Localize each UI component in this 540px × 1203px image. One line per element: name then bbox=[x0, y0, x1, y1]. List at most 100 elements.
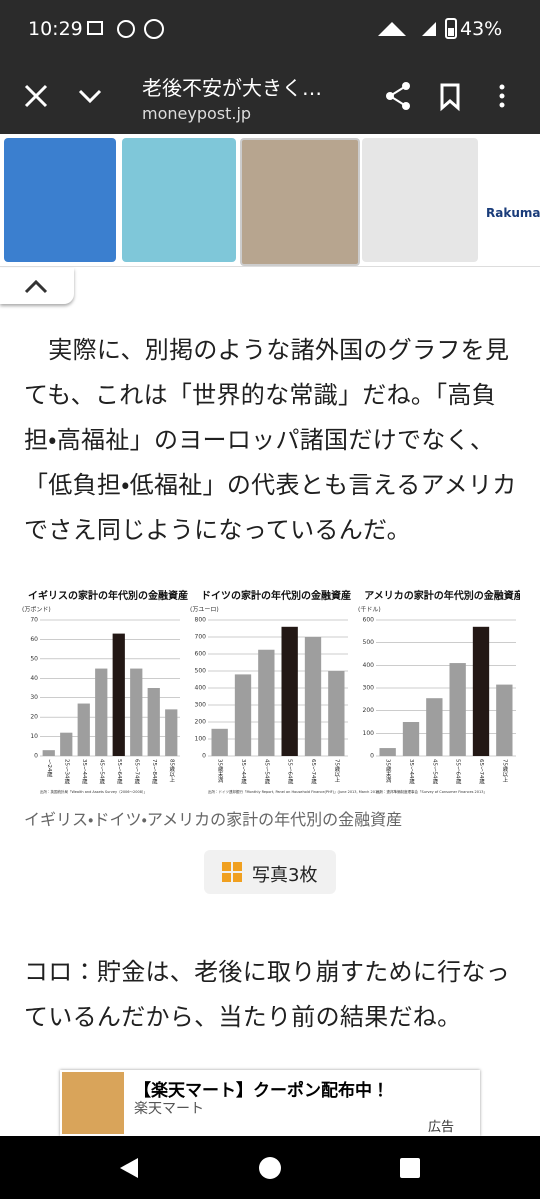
source-note: 出所：英国統計局「Wealth and Assets Survey（2006～2… bbox=[40, 789, 147, 794]
chart-title: ドイツの家計の年代別の金融資産 bbox=[201, 589, 351, 602]
bar bbox=[379, 748, 396, 756]
x-tick-label: 45～54歳 bbox=[263, 759, 270, 784]
collapse-button[interactable] bbox=[0, 268, 74, 304]
status-icons bbox=[87, 19, 164, 39]
home-button[interactable] bbox=[259, 1157, 281, 1179]
bar bbox=[60, 732, 73, 756]
ad-banner[interactable]: 【楽天マート】クーポン配布中！ 楽天マート 広告 bbox=[60, 1070, 480, 1136]
x-tick-label: 65～74歳 bbox=[310, 759, 317, 784]
x-tick-label: 85歳以上 bbox=[168, 759, 175, 783]
x-tick-label: ～24歳 bbox=[46, 759, 53, 777]
y-tick-label: 30 bbox=[30, 694, 38, 701]
y-tick-label: 40 bbox=[30, 675, 38, 682]
x-tick-label: 35～44歳 bbox=[408, 759, 415, 784]
ad-advertiser: 楽天マート bbox=[134, 1101, 204, 1117]
unit-label: (千ドル) bbox=[358, 606, 381, 614]
bar bbox=[258, 649, 275, 756]
back-button[interactable] bbox=[120, 1158, 138, 1178]
ad-image bbox=[4, 138, 116, 262]
y-tick-label: 400 bbox=[195, 685, 207, 692]
y-tick-label: 10 bbox=[30, 733, 38, 740]
ad-strip[interactable]: Rakuma bbox=[0, 134, 540, 304]
toolbar-buttons[interactable] bbox=[24, 84, 114, 110]
x-tick-label: 35～44歳 bbox=[81, 759, 88, 784]
bar bbox=[147, 688, 160, 756]
photo-button-label: 写真3枚 bbox=[252, 865, 318, 886]
figure-caption: イギリス・ドイツ・アメリカの家計の年代別の金融資産 bbox=[24, 810, 403, 829]
y-tick-label: 300 bbox=[363, 685, 375, 692]
x-tick-label: 25～34歳 bbox=[63, 759, 70, 784]
nav-bar bbox=[0, 1136, 540, 1199]
y-tick-label: 200 bbox=[363, 707, 375, 714]
bar bbox=[112, 633, 125, 756]
y-tick-label: 600 bbox=[195, 651, 207, 658]
x-tick-label: 35～44歳 bbox=[240, 759, 247, 784]
chart-title: イギリスの家計の年代別の金融資産 bbox=[28, 589, 188, 602]
bar bbox=[211, 728, 228, 756]
toolbar-actions[interactable] bbox=[384, 82, 514, 112]
ad-image bbox=[122, 138, 236, 262]
x-tick-label: 75歳以上 bbox=[333, 759, 340, 783]
x-tick-label: 55～64歳 bbox=[116, 759, 123, 784]
status-bar: 10:29 43% bbox=[0, 0, 540, 60]
ad-label: 広告 bbox=[428, 1120, 455, 1135]
x-tick-label: 75歳以上 bbox=[501, 759, 508, 783]
ad-image bbox=[62, 1072, 124, 1134]
y-tick-label: 500 bbox=[195, 668, 207, 675]
time: 10:29 bbox=[28, 18, 83, 40]
y-tick-label: 200 bbox=[195, 719, 207, 726]
bar bbox=[281, 626, 298, 756]
ad-brand: Rakuma bbox=[486, 206, 540, 220]
paragraph: コロ：貯金は、老後に取り崩すために行なっているんだから、当たり前の結果だね。 bbox=[24, 958, 510, 1031]
bar bbox=[496, 684, 513, 756]
ad-image bbox=[362, 138, 478, 262]
x-tick-label: 35歳未満 bbox=[385, 759, 392, 784]
source-note: 出所：ドイツ連邦銀行「Monthly Report, Panel on Hous… bbox=[208, 789, 381, 794]
x-tick-label: 55～64歳 bbox=[287, 759, 294, 784]
paragraph: 実際に、別掲のような諸外国のグラフを見ても、これは「世界的な常識」だね。「高負担… bbox=[24, 336, 517, 544]
bar bbox=[165, 709, 178, 756]
ad-title: 【楽天マート】クーポン配布中！ bbox=[134, 1081, 389, 1101]
page-title: 老後不安が大きく… bbox=[142, 76, 322, 100]
y-tick-label: 100 bbox=[195, 736, 207, 743]
x-tick-label: 65～74歳 bbox=[133, 759, 140, 784]
battery: 43% bbox=[460, 18, 503, 40]
y-tick-label: 0 bbox=[370, 753, 374, 760]
unit-label: (万ポンド) bbox=[22, 606, 51, 614]
y-tick-label: 600 bbox=[363, 617, 375, 624]
browser-toolbar: 老後不安が大きく… moneypost.jp bbox=[0, 60, 540, 134]
bar bbox=[304, 637, 322, 756]
y-tick-label: 300 bbox=[195, 702, 207, 709]
x-tick-label: 45～54歳 bbox=[98, 759, 105, 784]
bar bbox=[426, 698, 443, 756]
bar bbox=[449, 663, 466, 756]
ad-image bbox=[240, 138, 360, 266]
page-url: moneypost.jp bbox=[142, 104, 252, 123]
x-tick-label: 55～64歳 bbox=[455, 759, 462, 784]
photo-button[interactable]: 写真3枚 bbox=[204, 850, 336, 894]
x-tick-label: 45～54歳 bbox=[431, 759, 438, 784]
bar bbox=[402, 722, 420, 756]
figure: イギリスの家計の年代別の金融資産 (万ポンド) 0 10 20 30 40 50 60 70 ～24… bbox=[22, 589, 520, 794]
source-note: 出所：連邦準備制度理事会「Survey of Consumer Finances… bbox=[376, 789, 487, 794]
x-tick-label: 65～74歳 bbox=[478, 759, 485, 784]
recents-button[interactable] bbox=[400, 1158, 420, 1178]
y-tick-label: 400 bbox=[363, 662, 375, 669]
y-tick-label: 800 bbox=[195, 617, 207, 624]
bar bbox=[77, 703, 90, 756]
bar bbox=[234, 674, 252, 756]
y-tick-label: 700 bbox=[195, 634, 207, 641]
y-tick-label: 70 bbox=[30, 617, 38, 624]
system-icons bbox=[378, 18, 457, 39]
bar bbox=[95, 668, 108, 756]
bar bbox=[472, 626, 490, 756]
y-tick-label: 20 bbox=[30, 714, 38, 721]
x-tick-label: 75～84歳 bbox=[151, 759, 158, 784]
y-tick-label: 0 bbox=[202, 753, 206, 760]
y-tick-label: 60 bbox=[30, 636, 38, 643]
y-tick-label: 50 bbox=[30, 655, 38, 662]
unit-label: (万ユーロ) bbox=[190, 607, 219, 614]
bar bbox=[328, 671, 345, 756]
bar bbox=[130, 668, 143, 756]
